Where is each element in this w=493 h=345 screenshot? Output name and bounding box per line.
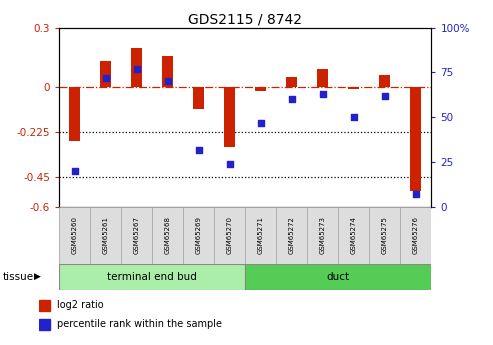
Bar xyxy=(349,87,359,89)
Text: GSM65268: GSM65268 xyxy=(165,216,171,255)
Title: GDS2115 / 8742: GDS2115 / 8742 xyxy=(188,12,302,27)
Bar xyxy=(162,56,173,87)
Point xyxy=(319,91,327,97)
Bar xyxy=(246,207,276,264)
Text: GSM65270: GSM65270 xyxy=(227,216,233,255)
Text: log2 ratio: log2 ratio xyxy=(57,300,104,310)
Bar xyxy=(121,207,152,264)
Text: tissue: tissue xyxy=(2,272,34,282)
Bar xyxy=(59,207,90,264)
Point xyxy=(70,168,78,174)
Bar xyxy=(193,87,204,109)
Text: GSM65274: GSM65274 xyxy=(351,217,357,254)
Text: GSM65273: GSM65273 xyxy=(320,216,326,255)
Point xyxy=(350,115,358,120)
Text: GSM65276: GSM65276 xyxy=(413,216,419,255)
Bar xyxy=(183,207,214,264)
Bar xyxy=(69,87,80,141)
Bar xyxy=(246,264,431,290)
Text: percentile rank within the sample: percentile rank within the sample xyxy=(57,319,222,329)
Bar xyxy=(400,207,431,264)
Point xyxy=(164,79,172,84)
Point xyxy=(412,192,420,197)
Text: GSM65272: GSM65272 xyxy=(289,217,295,254)
Text: GSM65271: GSM65271 xyxy=(258,216,264,255)
Bar xyxy=(90,207,121,264)
Bar xyxy=(317,69,328,87)
Bar xyxy=(369,207,400,264)
Text: GSM65261: GSM65261 xyxy=(103,216,108,255)
Text: GSM65267: GSM65267 xyxy=(134,216,140,255)
Point xyxy=(257,120,265,126)
Bar xyxy=(276,207,307,264)
Bar xyxy=(214,207,246,264)
Point xyxy=(102,75,109,81)
Point xyxy=(381,93,389,99)
Point xyxy=(133,66,141,72)
Text: terminal end bud: terminal end bud xyxy=(107,272,197,282)
Point xyxy=(226,161,234,167)
Bar xyxy=(307,207,338,264)
Bar xyxy=(39,319,50,330)
Bar xyxy=(338,207,369,264)
Point xyxy=(288,97,296,102)
Text: ▶: ▶ xyxy=(34,272,40,282)
Bar xyxy=(152,207,183,264)
Point xyxy=(195,147,203,152)
Text: GSM65275: GSM65275 xyxy=(382,217,388,254)
Text: GSM65260: GSM65260 xyxy=(71,216,78,255)
Bar xyxy=(100,61,111,87)
Bar xyxy=(286,77,297,87)
Bar xyxy=(380,76,390,87)
Bar xyxy=(411,87,422,191)
Bar xyxy=(255,87,266,91)
Bar xyxy=(131,48,142,87)
Bar xyxy=(59,264,246,290)
Bar xyxy=(224,87,235,147)
Bar xyxy=(39,300,50,311)
Text: GSM65269: GSM65269 xyxy=(196,216,202,255)
Text: duct: duct xyxy=(327,272,350,282)
